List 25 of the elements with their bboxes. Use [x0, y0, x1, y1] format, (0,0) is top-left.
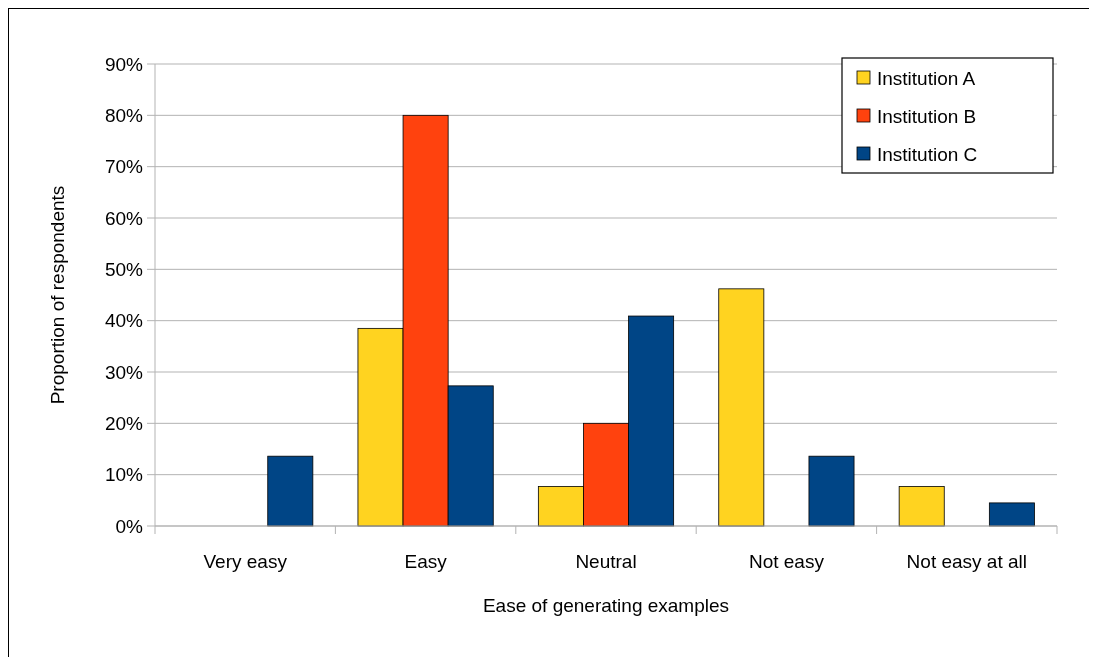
- y-tick-label: 20%: [104, 412, 144, 434]
- x-tick-label: Not easy: [748, 551, 825, 572]
- y-tick-label: 80%: [104, 104, 144, 126]
- bar: [988, 502, 1035, 527]
- y-tick-label: 10%: [104, 464, 144, 486]
- y-tick-label: 40%: [104, 310, 144, 332]
- y-tick-label: 0%: [115, 515, 144, 537]
- x-tick-label: Neutral: [575, 551, 637, 572]
- y-axis-title: Proportion of respondents: [47, 185, 68, 405]
- bar: [718, 288, 765, 527]
- x-tick-label: Easy: [404, 551, 448, 572]
- y-tick-label: 70%: [104, 156, 144, 178]
- bar: [267, 455, 314, 527]
- y-tick-label: 60%: [104, 207, 144, 229]
- y-tick-label: 30%: [104, 361, 144, 383]
- legend-label: Institution C: [877, 143, 978, 165]
- y-tick-label: 90%: [104, 53, 144, 75]
- x-tick-label: Very easy: [203, 551, 288, 572]
- x-tick-label: Not easy at all: [906, 551, 1027, 572]
- y-tick-label: 50%: [104, 258, 144, 280]
- legend-label: Institution B: [877, 105, 977, 127]
- legend-label: Institution A: [877, 67, 976, 89]
- bar: [898, 486, 945, 527]
- bar: [808, 455, 855, 527]
- x-axis-title: Ease of generating examples: [482, 595, 730, 616]
